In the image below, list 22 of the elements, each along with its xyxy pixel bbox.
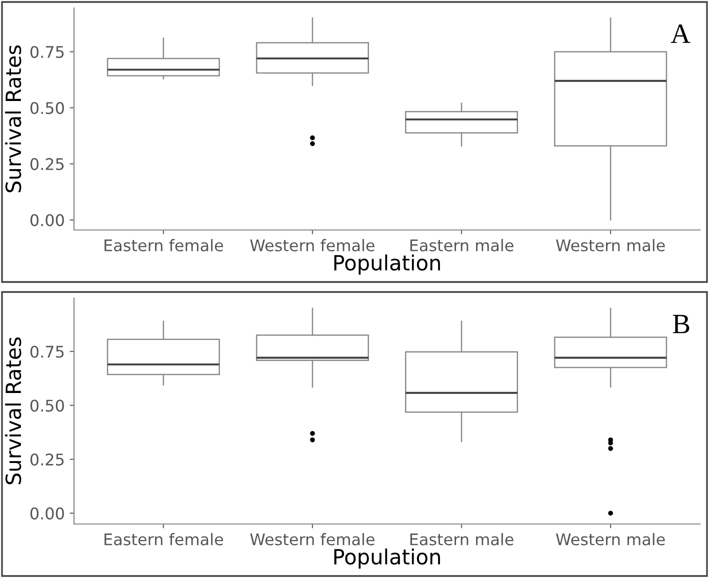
x-tick-label: Eastern female [104,239,223,252]
y-axis-title: Survival Rates [5,45,22,192]
x-axis-title: Population [334,254,440,275]
y-tick-label: 0.25 [30,454,64,466]
y-tick-label: 0.25 [30,158,64,170]
y-tick-label: 0.00 [30,507,64,520]
x-axis-title: Population [334,548,440,569]
x-tick-label: Western male [556,533,665,546]
y-tick-label: 0.00 [30,214,64,226]
y-axis-title: Survival Rates [5,337,22,484]
x-tick-label: Western female [250,239,374,252]
x-tick-label: Western male [556,239,665,252]
y-tick-label: 0.50 [30,102,64,114]
x-tick-label: Western female [250,533,374,546]
y-tick-label: 0.75 [30,346,64,358]
annotation: B [672,314,690,334]
x-tick-label: Eastern female [104,533,223,546]
annotation: A [670,24,690,43]
y-tick-label: 0.75 [30,46,64,58]
x-tick-label: Eastern male [410,239,514,252]
y-tick-label: 0.50 [30,400,64,412]
x-tick-label: Eastern male [410,533,514,546]
